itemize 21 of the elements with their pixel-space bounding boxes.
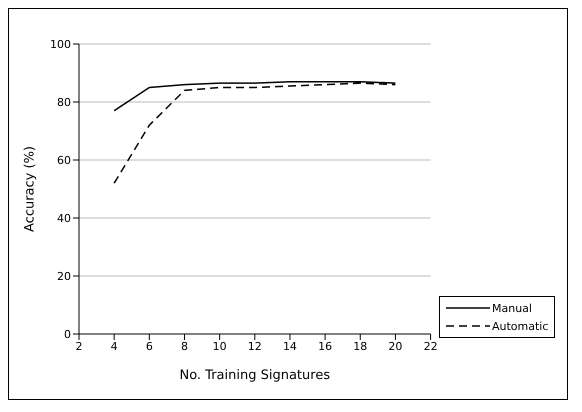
y-tick-label: 0 [64,328,71,341]
y-tick-label: 80 [57,96,71,109]
x-tick-label: 4 [110,340,118,353]
x-tick-label: 8 [180,340,188,353]
x-tick-label: 2 [76,340,82,353]
x-tick-label: 12 [248,340,262,353]
y-axis-title: Accuracy (%) [22,146,38,232]
x-axis-title: No. Training Signatures [179,368,330,383]
y-tick-label: 100 [50,38,71,51]
y-tick-label: 40 [57,212,71,225]
legend-label: Automatic [492,320,548,332]
x-tick-label: 14 [282,340,297,353]
x-tick-label: 22 [424,340,438,353]
x-tick-label: 16 [318,340,332,353]
x-tick-label: 18 [353,340,368,353]
x-tick-label: 20 [388,340,402,353]
y-tick-label: 20 [57,270,71,283]
x-tick-label: 6 [146,340,153,353]
legend-label: Manual [492,302,532,314]
y-tick-label: 60 [57,154,71,167]
x-tick-label: 10 [212,340,227,353]
